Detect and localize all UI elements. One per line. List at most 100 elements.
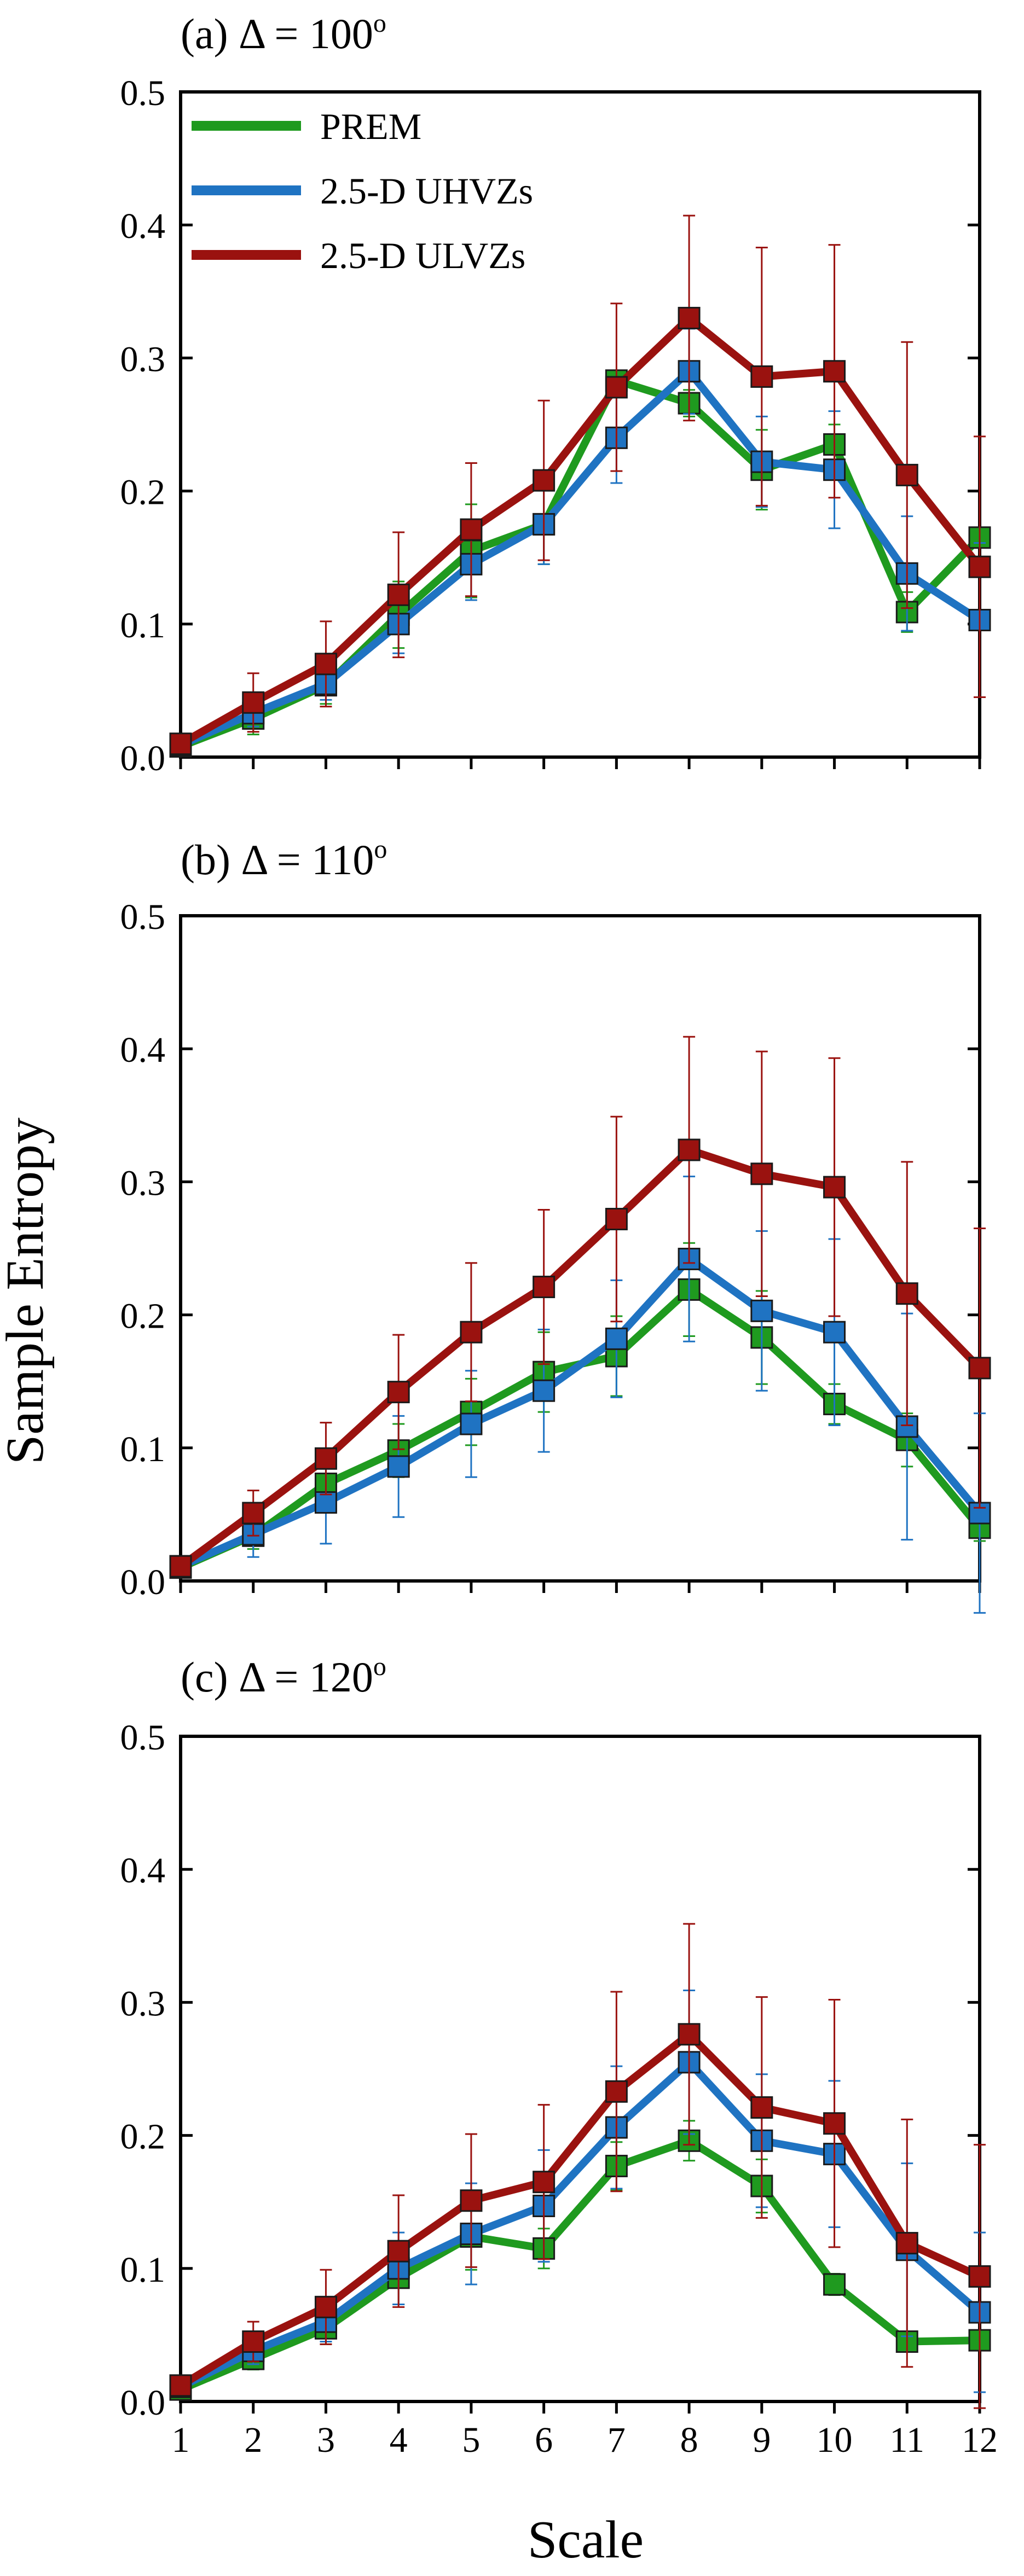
data-point <box>678 1138 701 1161</box>
data-point <box>314 2295 337 2318</box>
series-2-5-d-ulvzs <box>169 214 991 755</box>
chart-title-superscript: o <box>373 1652 386 1681</box>
chart-title-superscript: o <box>374 835 387 864</box>
y-tick-label: 0.4 <box>120 1851 166 1891</box>
chart-title-superscript: o <box>373 9 386 38</box>
data-point <box>387 1381 410 1404</box>
y-tick-label: 0.1 <box>120 2250 166 2290</box>
data-point <box>533 1379 556 1402</box>
y-tick-label: 0.2 <box>120 1296 166 1336</box>
plot-frame <box>179 90 981 759</box>
series-prem <box>169 1242 991 1579</box>
data-point <box>823 1176 846 1199</box>
data-point <box>895 2232 918 2255</box>
series-line <box>178 1146 983 1569</box>
data-point <box>169 1555 192 1578</box>
x-axis-label: Scale <box>528 2510 644 2569</box>
data-point <box>387 583 410 606</box>
data-point <box>823 360 846 383</box>
plot-frame <box>179 1735 981 2403</box>
legend-label: PREM <box>320 106 421 147</box>
y-tick-label: 0.5 <box>120 897 166 937</box>
data-point <box>605 1207 628 1230</box>
chart-title-text: (a) Δ = 100 <box>181 10 373 57</box>
y-tick-label: 0.2 <box>120 2117 166 2157</box>
series-line <box>179 367 982 749</box>
chart-title: (b) Δ = 110o <box>181 835 387 883</box>
data-point <box>242 691 265 714</box>
x-tick-label: 1 <box>172 2420 190 2460</box>
chart-panel-2: (b) Δ = 110o 0.0 0.1 0.2 0.3 0.4 0.5 <box>120 835 991 1614</box>
data-point <box>968 1357 991 1380</box>
x-tick-label: 8 <box>680 2420 698 2460</box>
x-tick-label: 9 <box>753 2420 771 2460</box>
data-point <box>169 2374 192 2397</box>
data-point <box>605 376 628 399</box>
y-tick-label: 0.1 <box>120 606 166 646</box>
series-line <box>178 2058 982 2391</box>
y-tick-label: 0.1 <box>120 1429 166 1469</box>
y-tick-label: 0.0 <box>120 739 166 778</box>
data-point <box>750 365 773 388</box>
series-2-5-d-uhvzs <box>169 1176 991 1614</box>
y-tick-label: 0.5 <box>120 1718 166 1758</box>
data-point <box>533 1276 556 1299</box>
series-2-5-d-ulvzs <box>169 1036 991 1578</box>
data-point <box>823 2112 846 2135</box>
chart-title: (a) Δ = 100o <box>181 9 386 57</box>
chart-panels: (a) Δ = 100o0.00.10.20.30.40.5PREM2.5-D … <box>120 9 998 2460</box>
y-tick-label: 0.2 <box>120 473 166 513</box>
series-2-5-d-ulvzs <box>169 1923 991 2409</box>
series-line <box>179 1255 983 1570</box>
chart-title-text: (b) Δ = 110 <box>181 836 374 883</box>
data-point <box>895 1282 918 1305</box>
x-tick-label: 10 <box>817 2420 853 2460</box>
data-point <box>242 2330 265 2353</box>
data-point <box>460 518 483 541</box>
y-tick-label: 0.0 <box>120 2383 166 2423</box>
x-tick-label: 11 <box>889 2420 924 2460</box>
data-point <box>169 732 192 755</box>
chart-title-text: (c) Δ = 120 <box>181 1653 373 1701</box>
legend-label: 2.5-D UHVZs <box>320 170 533 212</box>
x-tick-label: 3 <box>317 2420 335 2460</box>
series-line <box>179 1286 983 1572</box>
data-point <box>823 2273 846 2296</box>
data-point <box>242 1502 265 1525</box>
data-point <box>460 1412 483 1435</box>
data-point <box>533 469 556 492</box>
data-point <box>387 2240 410 2263</box>
data-point <box>605 1327 628 1350</box>
y-tick-label: 0.3 <box>120 339 166 379</box>
data-point <box>314 653 337 676</box>
legend: PREM 2.5-D UHVZs 2.5-D ULVZs <box>192 106 533 276</box>
data-point <box>314 1447 337 1470</box>
y-tick-label: 0.4 <box>120 1030 166 1070</box>
y-tick-label: 0.3 <box>120 1984 166 2023</box>
data-point <box>533 2171 556 2194</box>
x-tick-label: 2 <box>244 2420 262 2460</box>
data-point <box>750 2096 773 2119</box>
data-point <box>750 1299 773 1322</box>
series-line <box>178 314 983 747</box>
data-point <box>678 2023 701 2046</box>
y-tick-label: 0.4 <box>120 206 166 246</box>
y-tick-label: 0.5 <box>120 73 166 113</box>
series-line <box>178 2030 981 2389</box>
data-point <box>750 1162 773 1185</box>
data-point <box>968 555 991 578</box>
series-line <box>179 2137 980 2393</box>
data-point <box>460 1321 483 1344</box>
y-tick-label: 0.0 <box>120 1562 166 1602</box>
legend-label: 2.5-D ULVZs <box>320 235 525 276</box>
data-point <box>460 2189 483 2212</box>
data-point <box>605 2080 628 2103</box>
x-tick-label: 7 <box>608 2420 626 2460</box>
data-point <box>314 1491 337 1514</box>
x-tick-label: 5 <box>462 2420 480 2460</box>
data-point <box>678 306 701 329</box>
y-axis-label: Sample Entropy <box>0 1118 55 1464</box>
x-tick-label: 6 <box>535 2420 553 2460</box>
